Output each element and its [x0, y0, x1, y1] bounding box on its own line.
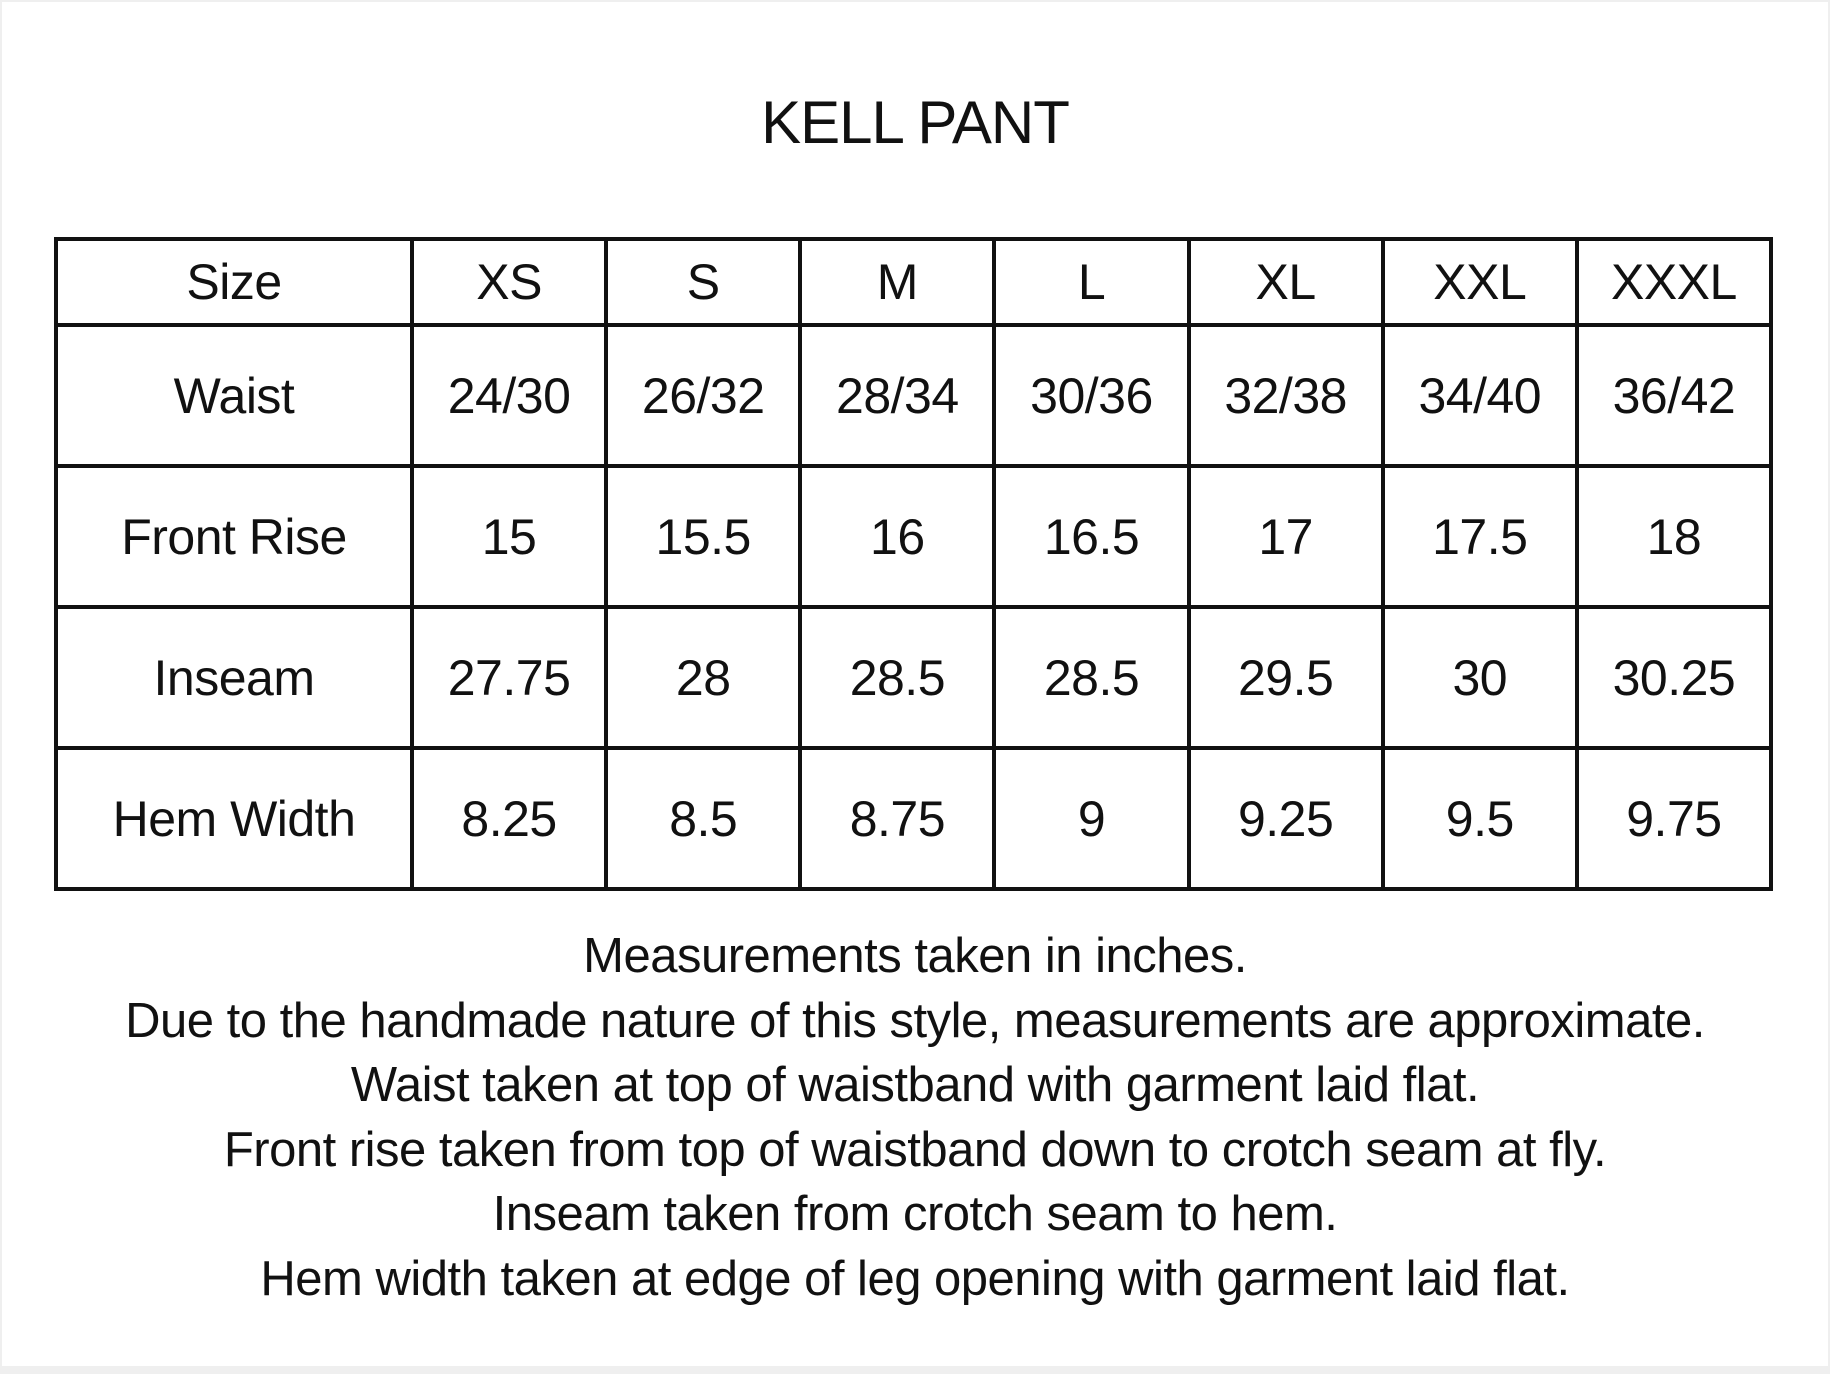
table-cell: 9.5 [1380, 746, 1579, 891]
header-cell: XXXL [1574, 237, 1774, 327]
note-line: Front rise taken from top of waistband d… [223, 1122, 1607, 1177]
header-cell: XS [409, 237, 609, 327]
table-row: Hem Width 8.25 8.5 8.75 9 9.25 9.5 9.75 [54, 746, 1774, 891]
table-cell: 16 [798, 464, 997, 609]
table-cell: 32/38 [1186, 323, 1385, 468]
row-label-cell: Front Rise [54, 464, 414, 609]
table-cell: 36/42 [1574, 323, 1774, 468]
table-cell: 17.5 [1380, 464, 1579, 609]
table-cell: 28/34 [798, 323, 997, 468]
table-cell: 15 [409, 464, 609, 609]
row-label-cell: Hem Width [54, 746, 414, 891]
header-cell: Size [54, 237, 414, 327]
table-row: Front Rise 15 15.5 16 16.5 17 17.5 18 [54, 464, 1774, 609]
table-cell: 15.5 [604, 464, 803, 609]
note-line: Waist taken at top of waistband with gar… [350, 1058, 1480, 1112]
table-row: Inseam 27.75 28 28.5 28.5 29.5 30 30.25 [54, 605, 1774, 750]
table-cell: 29.5 [1186, 605, 1385, 750]
table-cell: 8.25 [409, 746, 609, 891]
table-cell: 30/36 [992, 323, 1191, 468]
page-title: KELL PANT [761, 89, 1070, 156]
table-cell: 27.75 [409, 605, 609, 750]
note-line: Hem width taken at edge of leg opening w… [260, 1251, 1570, 1306]
table-cell: 9 [992, 746, 1191, 891]
note-line: Measurements taken in inches. [583, 929, 1247, 983]
table-cell: 9.75 [1574, 746, 1774, 891]
table-cell: 18 [1574, 464, 1774, 609]
header-cell: L [992, 237, 1191, 327]
table-cell: 17 [1186, 464, 1385, 609]
table-cell: 24/30 [409, 323, 609, 468]
header-cell: S [604, 237, 803, 327]
row-label-cell: Waist [54, 323, 414, 468]
table-cell: 28.5 [992, 605, 1191, 750]
table-row: Waist 24/30 26/32 28/34 30/36 32/38 34/40 36/42 [54, 323, 1774, 468]
table-cell: 8.5 [604, 746, 803, 891]
table-cell: 28 [604, 605, 803, 750]
note-line: Due to the handmade nature of this style… [125, 993, 1705, 1048]
table-cell: 30.25 [1574, 605, 1774, 750]
table-cell: 28.5 [798, 605, 997, 750]
note-line: Inseam taken from crotch seam to hem. [492, 1187, 1338, 1241]
table-cell: 30 [1380, 605, 1579, 750]
header-cell: XXL [1380, 237, 1579, 327]
row-label-cell: Inseam [54, 605, 414, 750]
size-chart-table: Size XS S M L XL XXL XXXL Waist 24/30 26/32 28/34 30… [54, 237, 1774, 891]
measurement-notes: Measurements taken in inches. Due to the … [0, 924, 1830, 1311]
table-cell: 16.5 [992, 464, 1191, 609]
table-header-row: Size XS S M L XL XXL XXXL [54, 237, 1774, 327]
table-cell: 8.75 [798, 746, 997, 891]
table-cell: 34/40 [1380, 323, 1579, 468]
header-cell: XL [1186, 237, 1385, 327]
header-cell: M [798, 237, 997, 327]
table-cell: 9.25 [1186, 746, 1385, 891]
table-cell: 26/32 [604, 323, 803, 468]
